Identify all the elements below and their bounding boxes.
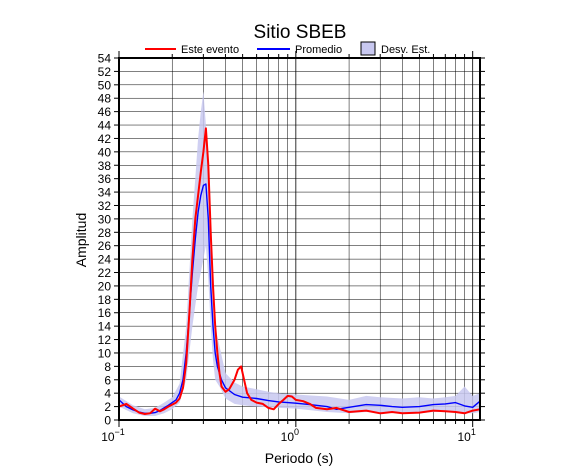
- y-tick-label: 4: [104, 387, 111, 401]
- y-tick-label: 30: [98, 212, 112, 226]
- y-tick-label: 50: [98, 78, 112, 92]
- y-tick-label: 18: [98, 293, 112, 307]
- x-tick-label-exponent: 0: [294, 427, 299, 437]
- y-tick-label: 40: [98, 145, 112, 159]
- x-tick-label: 101: [457, 427, 475, 444]
- legend: Este evento Promedio Desv. Est.: [145, 41, 430, 56]
- legend-label-promedio: Promedio: [295, 44, 342, 56]
- chart-title: Sitio SBEB: [254, 22, 347, 43]
- y-tick-label: 28: [98, 226, 112, 240]
- grid: [118, 57, 480, 421]
- y-tick-label: 34: [98, 186, 112, 200]
- series-layer: [118, 127, 481, 415]
- y-tick-label: 36: [98, 172, 112, 186]
- y-tick-label: 52: [98, 65, 112, 79]
- series-line-este-evento: [118, 127, 481, 415]
- y-tick-labels: 0246810121416182022242628303234363840424…: [98, 52, 112, 428]
- legend-label-este-evento: Este evento: [181, 44, 239, 56]
- x-tick-labels: 10−1 100 101: [101, 427, 476, 444]
- y-tick-label: 42: [98, 132, 112, 146]
- axes: [114, 51, 485, 427]
- y-tick-label: 8: [104, 360, 111, 374]
- y-tick-label: 26: [98, 239, 112, 253]
- series-line-promedio: [118, 183, 481, 414]
- legend-swatch-desv-est: [360, 41, 376, 56]
- x-tick-label-base: 10: [457, 430, 471, 444]
- y-tick-label: 44: [98, 119, 112, 133]
- y-tick-label: 14: [98, 320, 112, 334]
- std-band: [119, 91, 480, 416]
- x-tick-label: 100: [281, 427, 299, 444]
- y-tick-label: 6: [104, 373, 111, 387]
- y-tick-label: 32: [98, 199, 112, 213]
- x-tick-label-base: 10: [281, 430, 295, 444]
- std-band-layer: [119, 91, 480, 416]
- y-tick-label: 54: [98, 52, 112, 66]
- x-tick-label-exponent: −1: [115, 427, 125, 437]
- y-axis-title: Amplitud: [73, 213, 89, 267]
- x-tick-label: 10−1: [101, 427, 125, 444]
- y-tick-label: 48: [98, 92, 112, 106]
- x-tick-label-exponent: 1: [471, 427, 476, 437]
- y-tick-label: 16: [98, 306, 112, 320]
- y-tick-label: 12: [98, 333, 112, 347]
- x-tick-label-base: 10: [101, 430, 115, 444]
- plot-frame: [118, 57, 481, 421]
- y-tick-label: 22: [98, 266, 112, 280]
- y-tick-label: 2: [104, 400, 111, 414]
- y-tick-label: 20: [98, 279, 112, 293]
- y-tick-label: 38: [98, 159, 112, 173]
- y-tick-label: 24: [98, 253, 112, 267]
- y-tick-label: 10: [98, 346, 112, 360]
- x-axis-title: Periodo (s): [265, 450, 333, 466]
- y-tick-label: 0: [104, 414, 111, 428]
- y-tick-label: 46: [98, 105, 112, 119]
- legend-label-desv-est: Desv. Est.: [381, 44, 430, 56]
